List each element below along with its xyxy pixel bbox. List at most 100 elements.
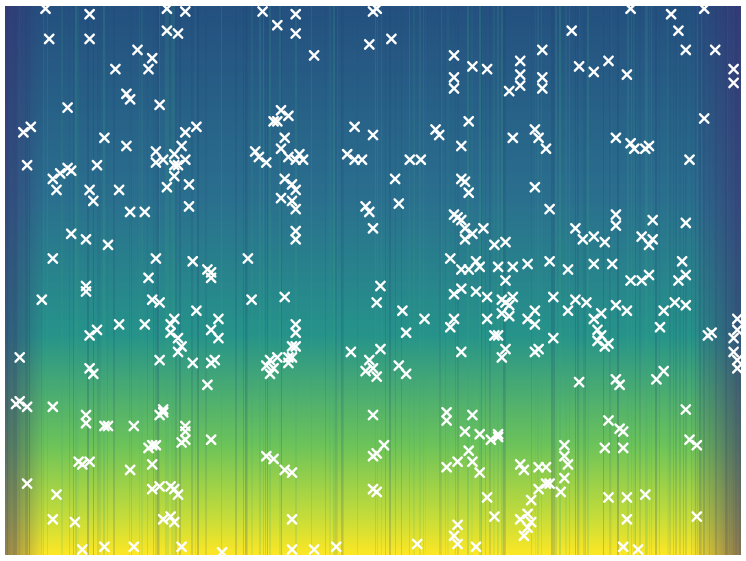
x-marker [481,291,493,303]
heatmap-stripe [77,6,79,555]
x-marker [36,294,48,306]
x-marker [150,157,162,168]
heatmap-stripe [583,6,585,555]
x-marker [617,426,629,437]
x-marker [522,258,533,270]
x-marker [154,99,165,111]
x-marker [283,357,294,369]
x-marker [492,330,504,341]
x-marker [176,541,187,553]
x-marker [610,132,622,144]
x-marker [349,154,360,166]
x-marker [651,373,662,385]
x-marker [205,434,217,446]
x-marker [308,50,320,61]
x-marker [253,151,265,163]
x-marker [448,50,460,61]
heatmap-stripe [389,6,391,555]
x-marker [731,313,743,325]
heatmap-stripe [413,6,415,555]
x-marker [474,428,486,440]
x-marker [121,140,132,152]
x-marker [393,198,405,209]
heatmap-stripe [329,6,331,555]
x-marker [680,404,692,415]
x-marker [76,544,88,555]
x-marker [124,464,136,476]
x-marker [264,354,276,366]
x-marker [290,154,302,166]
heatmap-stripe [99,6,101,555]
x-marker [536,44,548,56]
x-marker [698,113,710,124]
x-marker [529,319,541,330]
x-marker [205,266,217,278]
heatmap-stripe [279,6,281,555]
x-marker [500,236,511,248]
x-marker [474,261,486,273]
x-marker [489,511,500,522]
x-marker [168,516,180,528]
x-marker [489,330,500,341]
x-marker [459,222,471,234]
x-marker [728,332,739,344]
x-marker [172,159,184,171]
x-marker [595,330,607,341]
heatmap-stripe [197,6,199,555]
x-marker [533,343,544,355]
x-marker [367,450,379,462]
x-marker [102,420,114,432]
x-marker [271,19,283,31]
heatmap-stripe [485,6,486,555]
x-marker [168,170,180,182]
x-marker [290,203,302,215]
heatmap-stripe [247,6,248,555]
x-marker [559,439,570,451]
x-marker [559,472,570,484]
heatmap-stripe [269,6,271,555]
x-marker [525,516,537,528]
heatmap-stripe [541,6,542,555]
x-marker [165,327,176,339]
x-marker [191,121,202,133]
x-marker [452,519,463,531]
heatmap-stripe [479,6,481,555]
x-marker [25,121,37,133]
x-marker [400,368,412,380]
heatmap-stripe [655,6,657,555]
heatmap-stripe [683,6,684,555]
x-marker [481,492,493,503]
heatmap-stripe [553,6,555,555]
x-marker [128,541,140,553]
x-marker [448,72,460,83]
x-marker [448,288,460,300]
heatmap-stripe [73,6,74,555]
x-marker [610,299,622,311]
x-marker [621,513,633,525]
x-marker [271,115,283,127]
x-marker [540,478,552,489]
x-marker [397,305,408,317]
x-marker [533,483,544,495]
x-marker [165,319,176,330]
x-marker [371,486,383,498]
heatmap-stripe [531,6,532,555]
heatmap-stripe [537,6,539,555]
x-marker [290,28,302,39]
x-marker [286,195,298,207]
x-marker [150,146,162,157]
x-marker [84,33,95,45]
x-marker [161,25,173,37]
x-marker [47,173,59,185]
x-marker [680,217,692,229]
heatmap-stripe [467,6,469,555]
x-marker [286,341,298,352]
x-marker [286,544,298,555]
x-marker [728,77,739,89]
x-marker [275,143,287,155]
x-marker [728,63,739,75]
x-marker [433,129,445,141]
heatmap-stripe [341,6,343,555]
x-marker [647,214,659,226]
